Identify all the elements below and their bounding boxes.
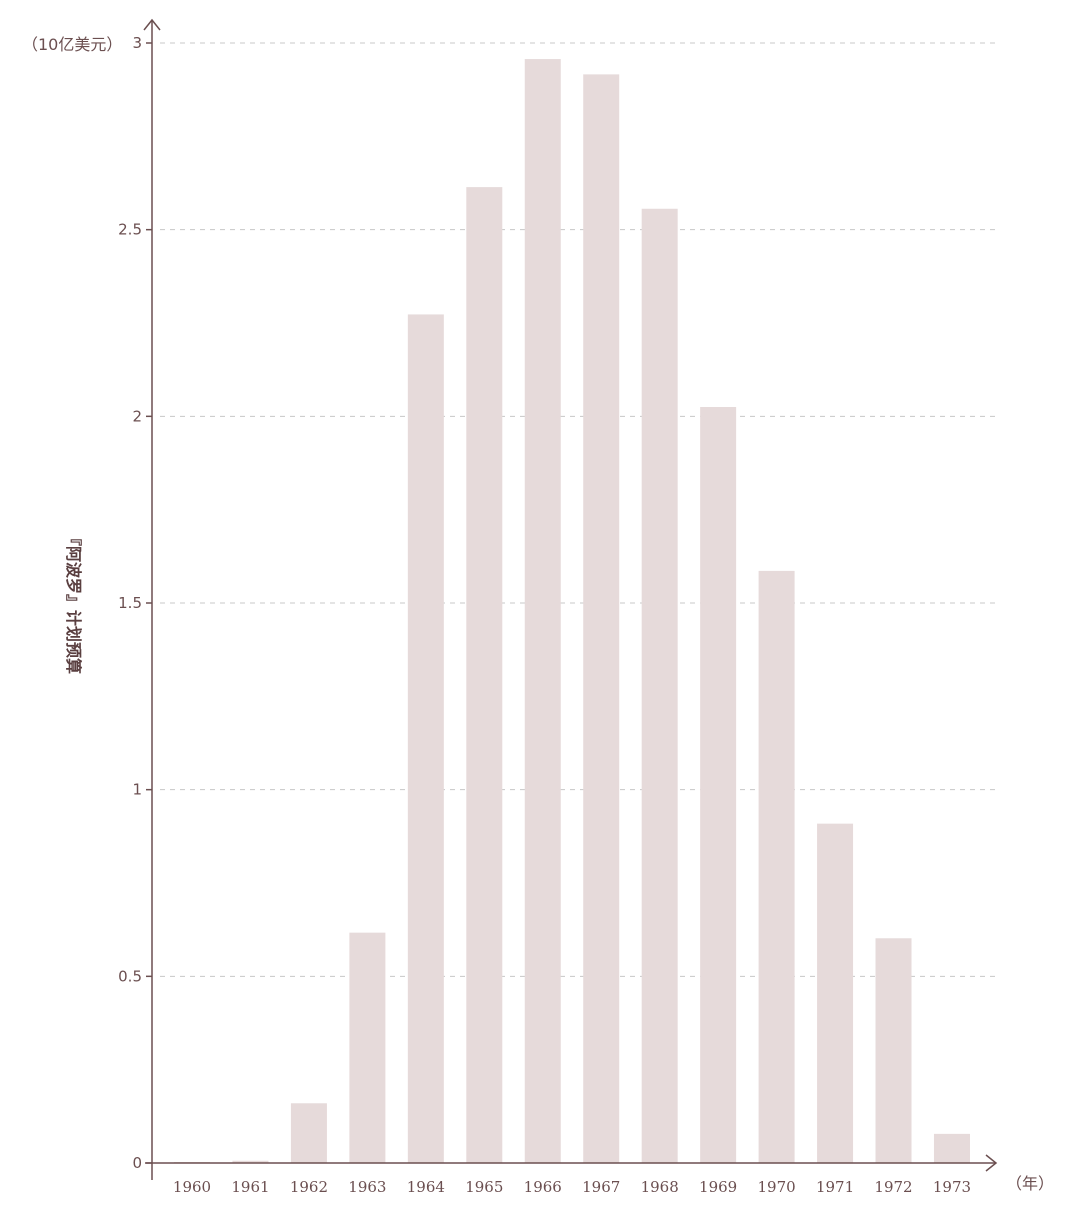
bars — [174, 59, 970, 1164]
y-unit-label: （10亿美元） — [22, 35, 122, 54]
x-tick-label: 1973 — [933, 1178, 971, 1196]
x-tick-label: 1964 — [407, 1178, 445, 1196]
x-tick-label: 1972 — [874, 1178, 912, 1196]
bar-1962 — [290, 1103, 327, 1163]
y-tick-label: 0 — [132, 1154, 142, 1172]
y-tick-label: 2 — [132, 407, 142, 425]
bar-1964 — [407, 314, 444, 1163]
x-tick-label: 1962 — [290, 1178, 328, 1196]
x-axis-label: （年） — [1006, 1174, 1054, 1193]
x-tick-labels: 1960 1961 1962 1963 1964 1965 1966 1967 1968 1969… — [173, 1178, 971, 1196]
gridlines — [160, 42, 996, 977]
bar-1969 — [700, 407, 737, 1163]
y-tick-label: 3 — [132, 34, 142, 52]
x-tick-label: 1960 — [173, 1178, 211, 1196]
x-tick-label: 1965 — [465, 1178, 503, 1196]
bar-1963 — [349, 932, 386, 1163]
y-tick-label: 0.5 — [118, 967, 142, 985]
y-tick-label: 1.5 — [118, 594, 142, 612]
x-tick-label: 1961 — [231, 1178, 269, 1196]
axes — [143, 18, 998, 1180]
bar-1972 — [875, 938, 912, 1163]
y-axis-arrow-icon — [143, 18, 161, 31]
x-tick-label: 1968 — [641, 1178, 679, 1196]
x-tick-label: 1969 — [699, 1178, 737, 1196]
bar-1973 — [933, 1133, 970, 1163]
x-tick-label: 1966 — [524, 1178, 562, 1196]
y-tick-labels: 0 0.5 1 1.5 2 2.5 3 — [118, 34, 152, 1172]
y-axis-label: 『阿波罗』计划预算 — [64, 530, 83, 674]
x-axis-arrow-icon — [985, 1154, 998, 1172]
y-tick-label: 1 — [132, 781, 142, 799]
bar-1971 — [817, 823, 854, 1163]
bar-1961 — [232, 1160, 269, 1163]
y-tick-label: 2.5 — [118, 221, 142, 239]
bar-1965 — [466, 187, 503, 1163]
bar-1966 — [524, 59, 561, 1163]
x-tick-label: 1971 — [816, 1178, 854, 1196]
bar-1970 — [758, 570, 795, 1163]
x-tick-label: 1963 — [348, 1178, 386, 1196]
x-tick-label: 1967 — [582, 1178, 620, 1196]
bar-1967 — [583, 74, 620, 1164]
x-tick-label: 1970 — [758, 1178, 796, 1196]
bar-1968 — [641, 208, 678, 1163]
